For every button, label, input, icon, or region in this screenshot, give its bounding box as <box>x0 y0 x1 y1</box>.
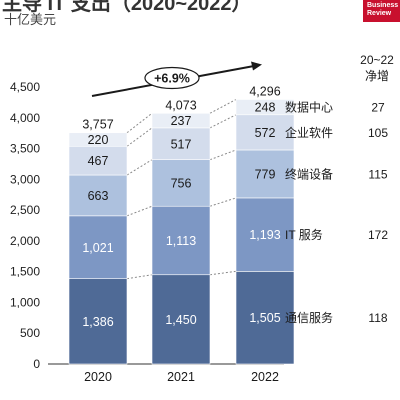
bar-value-label: 1,386 <box>82 315 113 329</box>
connector-line <box>209 197 237 207</box>
bar-value-label: 1,113 <box>166 234 196 248</box>
net-increase-value: 115 <box>368 167 387 181</box>
growth-arrow-head <box>251 61 262 71</box>
bar-value-label: 1,021 <box>82 241 113 255</box>
bar-segment <box>68 215 128 279</box>
bar-segment <box>151 127 211 160</box>
y-tick-label: 500 <box>20 326 40 340</box>
series-legend-label: 终端设备 <box>285 166 333 181</box>
series-legend-label: 数据中心 <box>285 100 333 115</box>
growth-label: +6.9% <box>154 72 190 86</box>
bar-total-label: 4,296 <box>249 85 280 99</box>
bar-segment <box>68 132 128 147</box>
bar-value-label: 220 <box>88 133 109 147</box>
net-increase-header: 20~22 <box>360 53 394 67</box>
connector-line <box>209 149 237 161</box>
net-increase-value: 27 <box>371 101 385 115</box>
bar-value-label: 248 <box>255 101 276 115</box>
connector-line <box>126 205 153 217</box>
series-legend-label: 通信服务 <box>285 310 333 325</box>
bar-segment <box>68 278 128 365</box>
y-tick-label: 2,500 <box>10 203 40 217</box>
y-tick-label: 3,500 <box>10 142 40 156</box>
growth-badge <box>144 66 200 90</box>
net-increase-value: 172 <box>368 228 388 242</box>
bar-value-label: 756 <box>171 176 192 190</box>
bar-segment <box>151 112 211 129</box>
x-tick-label: 2020 <box>84 370 112 384</box>
y-tick-label: 2,000 <box>10 234 40 248</box>
y-tick-label: 0 <box>33 357 40 371</box>
y-tick-label: 1,500 <box>10 265 40 279</box>
bar-segment <box>151 274 211 365</box>
bar-segment <box>235 149 295 199</box>
y-tick-label: 4,500 <box>10 80 40 94</box>
x-tick-label: 2021 <box>167 370 195 384</box>
bar-value-label: 237 <box>171 114 192 128</box>
net-increase-value: 105 <box>368 126 388 140</box>
bar-segment <box>235 271 295 365</box>
connector-line <box>126 159 153 176</box>
net-increase-header: 净增 <box>365 69 389 83</box>
connector-line <box>209 99 237 114</box>
connector-line <box>126 127 153 147</box>
bar-segment <box>235 114 295 151</box>
series-legend-label: 企业软件 <box>285 125 333 140</box>
bar-segment <box>235 197 295 272</box>
brand-line-2: Review <box>367 10 392 17</box>
connector-line <box>209 270 237 276</box>
bar-value-label: 517 <box>171 137 192 151</box>
bar-value-label: 1,505 <box>249 311 280 325</box>
brand-line-1: Business <box>367 2 399 9</box>
y-tick-label: 4,000 <box>10 111 40 125</box>
bar-segment <box>235 99 295 116</box>
connector-line <box>126 274 153 280</box>
bar-value-label: 779 <box>255 167 276 181</box>
connector-line <box>209 114 237 129</box>
bar-value-label: 1,193 <box>249 228 280 242</box>
bar-segment <box>68 145 128 176</box>
brand-logo: Business Review <box>363 0 400 22</box>
series-legend-label: IT 服务 <box>285 227 323 242</box>
chart-subtitle: 十亿美元 <box>4 12 57 27</box>
net-increase-value: 118 <box>368 311 387 325</box>
y-tick-label: 3,000 <box>10 172 40 186</box>
y-tick-label: 1,000 <box>10 295 40 309</box>
bar-total-label: 3,757 <box>82 118 113 132</box>
chart-title: 主导 IT 支出（2020~2022） <box>2 0 252 15</box>
bar-value-label: 467 <box>88 154 109 168</box>
bar-value-label: 1,450 <box>165 313 196 327</box>
x-tick-label: 2022 <box>251 370 279 384</box>
bar-value-label: 572 <box>255 126 276 140</box>
connector-line <box>126 112 153 134</box>
bar-segment <box>151 205 211 276</box>
bar-total-label: 4,073 <box>165 98 196 112</box>
bar-value-label: 663 <box>88 189 109 203</box>
